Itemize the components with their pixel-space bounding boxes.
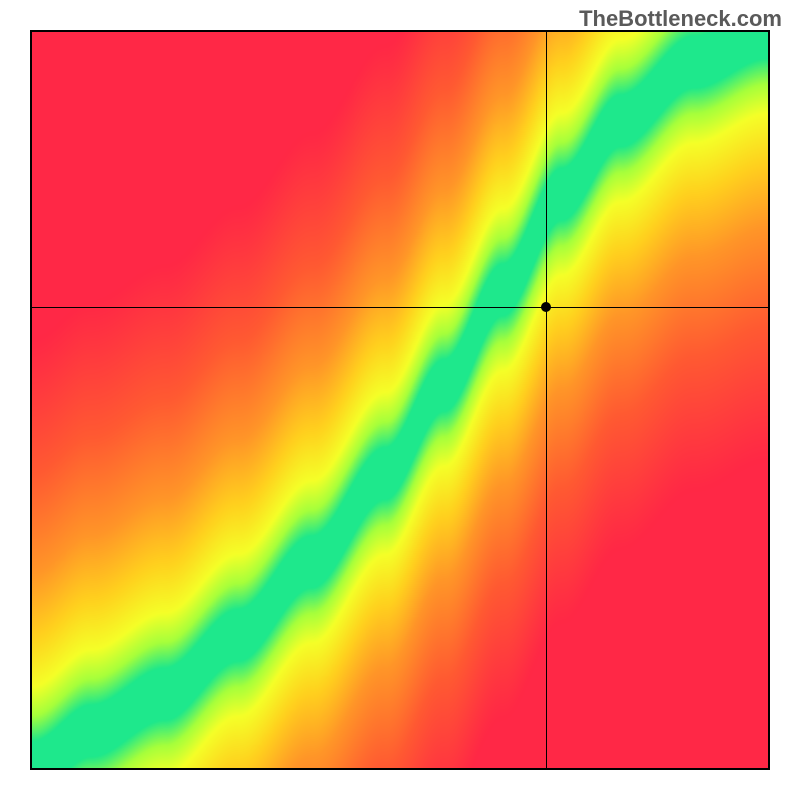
crosshair-marker[interactable]	[541, 302, 551, 312]
heatmap-canvas	[32, 32, 768, 768]
bottleneck-heatmap	[30, 30, 770, 770]
crosshair-vertical	[546, 32, 547, 768]
crosshair-horizontal	[32, 307, 768, 308]
watermark-text: TheBottleneck.com	[579, 6, 782, 32]
